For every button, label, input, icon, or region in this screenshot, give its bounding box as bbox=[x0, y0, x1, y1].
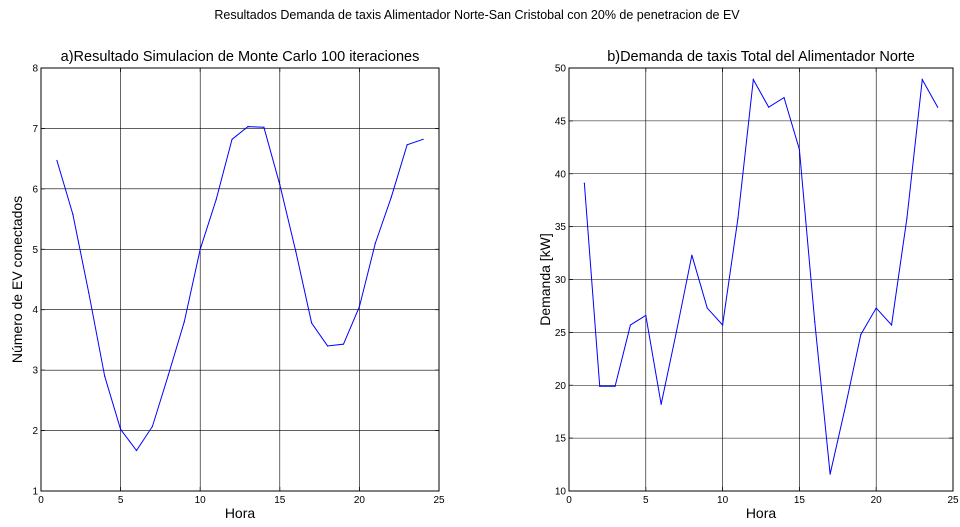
tick-label-y: 50 bbox=[555, 64, 567, 75]
data-point bbox=[645, 314, 647, 317]
figure-title: Resultados Demanda de taxis Alimentador … bbox=[214, 8, 740, 22]
tick-label-y: 20 bbox=[555, 381, 567, 392]
tick-label-y: 7 bbox=[32, 124, 38, 135]
data-point bbox=[390, 196, 392, 198]
series-line bbox=[56, 126, 424, 452]
tick-label-y: 15 bbox=[555, 434, 567, 445]
data-point bbox=[906, 217, 908, 219]
tick-label-y: 30 bbox=[555, 275, 567, 286]
tick-label-x: 0 bbox=[38, 495, 44, 506]
data-point bbox=[583, 182, 585, 184]
data-point bbox=[860, 333, 862, 336]
data-point bbox=[706, 307, 708, 309]
data-point bbox=[722, 324, 724, 326]
data-point bbox=[135, 449, 138, 452]
data-point bbox=[937, 106, 939, 108]
data-point bbox=[151, 425, 154, 427]
data-point bbox=[768, 106, 770, 108]
data-point bbox=[875, 307, 877, 309]
data-point bbox=[599, 385, 601, 387]
data-point bbox=[295, 250, 297, 252]
data-point bbox=[104, 375, 106, 377]
data-point bbox=[829, 473, 831, 475]
data-point bbox=[422, 138, 424, 140]
plot-area bbox=[41, 68, 439, 491]
tick-label-y: 8 bbox=[32, 64, 38, 75]
data-point bbox=[167, 374, 169, 376]
data-point bbox=[72, 213, 74, 215]
tick-label-x: 5 bbox=[643, 495, 649, 506]
data-point bbox=[629, 324, 632, 326]
data-point bbox=[798, 148, 801, 151]
tick-label-y: 35 bbox=[555, 222, 567, 233]
axes-frame bbox=[568, 67, 954, 492]
data-point bbox=[231, 138, 233, 140]
data-point bbox=[675, 330, 678, 332]
data-point bbox=[342, 343, 345, 345]
tick-label-x: 0 bbox=[566, 495, 572, 506]
tick-label-y: 10 bbox=[555, 487, 567, 498]
data-point bbox=[183, 321, 185, 323]
tick-label-x: 5 bbox=[118, 495, 124, 506]
tick-label-y: 25 bbox=[555, 328, 567, 339]
data-point bbox=[660, 403, 662, 405]
tick-label-x: 15 bbox=[794, 495, 806, 506]
x-axis-label: Hora bbox=[746, 505, 777, 521]
data-point bbox=[691, 254, 693, 256]
data-point bbox=[737, 217, 739, 219]
data-point bbox=[814, 321, 816, 323]
tick-label-x: 15 bbox=[274, 495, 286, 506]
data-point bbox=[326, 345, 329, 347]
chart-title: a)Resultado Simulacion de Monte Carlo 10… bbox=[61, 49, 420, 65]
tick-label-x: 25 bbox=[947, 495, 959, 506]
tick-label-y: 5 bbox=[32, 245, 38, 256]
data-point bbox=[120, 428, 122, 430]
tick-label-y: 1 bbox=[32, 487, 38, 498]
data-point bbox=[215, 199, 217, 201]
tick-label-y: 2 bbox=[32, 426, 38, 437]
chart-title: b)Demanda de taxis Total del Alimentador… bbox=[607, 49, 915, 65]
data-point bbox=[752, 79, 754, 81]
tick-label-y: 4 bbox=[32, 305, 38, 316]
data-point bbox=[263, 126, 265, 128]
data-point bbox=[783, 97, 785, 99]
data-point bbox=[614, 385, 616, 387]
x-axis-label: Hora bbox=[225, 505, 256, 521]
data-point bbox=[311, 322, 313, 324]
data-point bbox=[199, 248, 201, 250]
data-point bbox=[406, 144, 408, 146]
tick-label-x: 10 bbox=[195, 495, 207, 506]
data-point bbox=[921, 79, 923, 81]
y-axis-label: Número de EV conectados bbox=[9, 196, 25, 363]
data-point bbox=[247, 126, 249, 128]
tick-label-x: 20 bbox=[871, 495, 883, 506]
data-point bbox=[279, 184, 281, 186]
chart-b: 0 5 10 15 20 25 10 15 20 25 30 35 40 45 50 b)Demanda de… bbox=[537, 49, 959, 521]
tick-label-y: 3 bbox=[32, 366, 38, 377]
data-point bbox=[890, 324, 893, 326]
tick-label-x: 10 bbox=[717, 495, 729, 506]
tick-label-y: 6 bbox=[32, 184, 38, 195]
tick-label-y: 45 bbox=[555, 116, 567, 127]
tick-label-x: 20 bbox=[354, 495, 366, 506]
chart-a: 0 5 10 15 20 25 1 2 3 4 5 6 7 8 a)Resultado Simulacion… bbox=[9, 49, 445, 521]
tick-label-x: 25 bbox=[433, 495, 445, 506]
data-point bbox=[88, 292, 90, 294]
data-point bbox=[844, 405, 847, 407]
data-point bbox=[56, 159, 58, 162]
data-point bbox=[358, 306, 360, 308]
series-line bbox=[583, 78, 939, 475]
tick-label-y: 40 bbox=[555, 169, 567, 180]
axes-frame bbox=[40, 67, 440, 492]
data-point bbox=[374, 242, 376, 244]
y-axis-label: Demanda [kW] bbox=[537, 233, 553, 326]
